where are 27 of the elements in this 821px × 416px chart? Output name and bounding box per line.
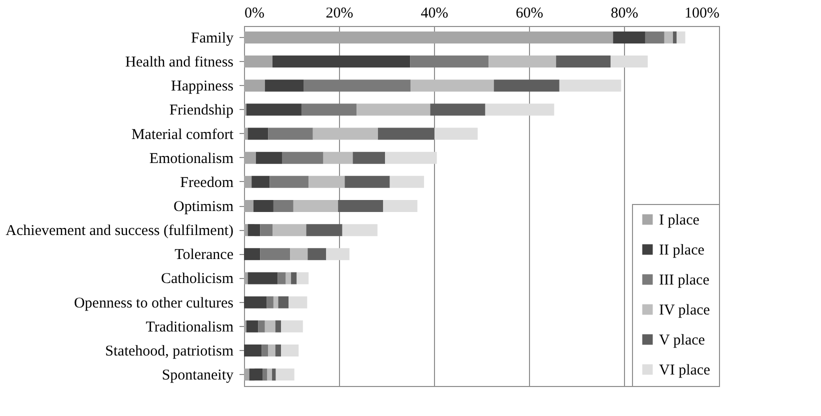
y-tick-label: Freedom xyxy=(180,174,234,191)
x-tick-label: 60% xyxy=(516,6,544,22)
legend-label: V place xyxy=(659,332,706,348)
x-tick-label: 20% xyxy=(326,6,354,22)
legend-label: IV place xyxy=(659,302,710,318)
y-tick-label: Openness to other cultures xyxy=(74,295,234,312)
y-tick-label: Statehood, patriotism xyxy=(105,343,234,360)
y-tick-label: Friendship xyxy=(169,102,234,119)
y-tick-label: Emotionalism xyxy=(149,150,234,167)
y-tick-label: Material comfort xyxy=(131,126,234,143)
y-tick-label: Achievement and success (fulfilment) xyxy=(6,223,234,240)
y-tick-label: Happiness xyxy=(171,78,234,95)
y-tick-label: Tolerance xyxy=(174,247,234,264)
y-tick-label: Traditionalism xyxy=(146,319,234,336)
y-tick-label: Catholicism xyxy=(161,271,234,288)
y-tick-label: Spontaneity xyxy=(162,368,234,384)
legend-label: I place xyxy=(659,212,700,228)
x-tick-label: 0% xyxy=(244,6,264,22)
x-tick-label: 40% xyxy=(420,6,448,22)
legend-label: II place xyxy=(659,242,705,258)
y-tick-label: Optimism xyxy=(173,199,234,215)
x-tick-label: 80% xyxy=(610,6,638,22)
legend-label: VI place xyxy=(659,362,711,378)
y-tick-label: Health and fitness xyxy=(125,54,234,71)
y-tick-label: Family xyxy=(190,30,234,46)
legend-label: III place xyxy=(659,272,710,288)
x-tick-label: 100% xyxy=(684,6,720,22)
